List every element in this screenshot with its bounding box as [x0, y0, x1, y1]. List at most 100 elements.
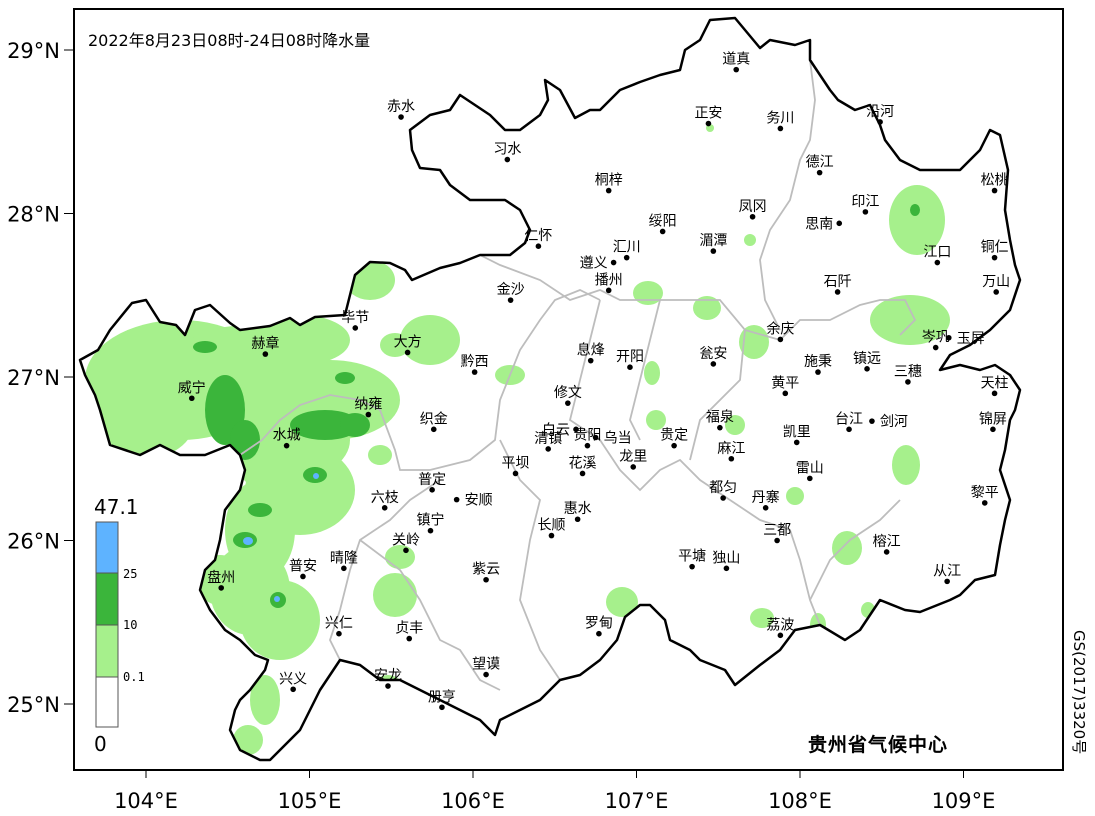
city-28: 黔西	[461, 354, 489, 375]
precipitation-area	[606, 587, 638, 617]
city-label: 毕节	[341, 310, 369, 326]
city-45: 剑河	[869, 414, 908, 430]
city-dot	[689, 563, 695, 570]
city-dot	[352, 325, 359, 331]
city-11: 松桃	[981, 173, 1009, 194]
city-35: 三穗	[894, 364, 922, 385]
city-dot	[283, 442, 290, 449]
city-57: 平坝	[502, 455, 530, 477]
city-label: 惠水	[564, 501, 592, 517]
city-2: 习水	[493, 142, 521, 163]
y-tick-label: 25°N	[7, 693, 60, 717]
city-61: 丹寨	[752, 489, 780, 511]
city-dot	[834, 289, 841, 295]
city-79: 兴仁	[325, 616, 353, 637]
city-label: 安顺	[465, 493, 493, 509]
city-84: 册亨	[428, 688, 456, 711]
precipitation-area	[240, 580, 320, 660]
city-22: 金沙	[497, 282, 525, 303]
city-dot	[944, 578, 950, 585]
city-dot	[429, 487, 435, 493]
city-label: 关岭	[392, 532, 420, 548]
city-label: 平坝	[502, 455, 530, 471]
city-label: 锦屏	[979, 410, 1007, 427]
city-label: 剑河	[880, 414, 908, 430]
city-label: 麻江	[717, 441, 745, 457]
city-54: 雷山	[796, 460, 824, 482]
precipitation-area	[290, 410, 360, 440]
city-label: 万山	[982, 274, 1010, 290]
precipitation-area	[385, 545, 415, 569]
city-label: 六枝	[371, 490, 399, 506]
city-label: 台江	[835, 411, 863, 427]
city-dot	[774, 537, 780, 544]
credit-text: 贵州省气候中心	[808, 733, 948, 756]
legend-break-0.1: 0.1	[123, 670, 145, 684]
city-46: 台江	[835, 411, 863, 433]
city-label: 罗甸	[585, 616, 613, 632]
precipitation-area	[340, 413, 370, 437]
city-41: 织金	[420, 411, 448, 433]
city-68: 关岭	[392, 532, 420, 554]
y-tick-label: 29°N	[7, 39, 60, 63]
city-label: 威宁	[178, 379, 206, 396]
legend-break-25: 25	[123, 567, 137, 581]
city-26: 岑巩	[922, 330, 950, 351]
city-dot	[945, 334, 952, 341]
x-tick-label: 105°E	[278, 789, 342, 813]
city-dot	[777, 336, 784, 343]
city-label: 绥阳	[649, 213, 677, 229]
city-label: 都匀	[709, 480, 737, 496]
city-dot	[610, 259, 617, 266]
city-label: 播州	[595, 272, 623, 288]
city-49: 清镇	[534, 431, 562, 452]
city-dot	[427, 527, 434, 534]
map-title: 2022年8月23日08时-24日08时降水量	[88, 31, 370, 50]
city-81: 望谟	[472, 657, 500, 678]
precipitation-area	[889, 185, 945, 255]
city-dot	[404, 349, 411, 356]
precipitation-area	[739, 325, 769, 359]
city-14: 遵义	[580, 255, 617, 272]
precipitation-area	[400, 315, 460, 365]
city-56: 龙里	[619, 449, 647, 470]
city-label: 三都	[763, 523, 791, 539]
city-dot	[605, 187, 612, 194]
city-label: 独山	[712, 550, 740, 566]
city-dot	[507, 297, 514, 303]
city-label: 余庆	[766, 320, 794, 337]
city-label: 望谟	[472, 657, 500, 673]
city-label: 贞丰	[395, 620, 423, 637]
city-dot	[471, 369, 478, 375]
city-dot	[932, 344, 939, 351]
city-16: 湄潭	[699, 232, 727, 254]
city-label: 岑巩	[922, 330, 950, 346]
city-51: 水城	[273, 428, 301, 449]
legend-swatch-10-25	[95, 572, 119, 626]
county-boundary-line	[809, 499, 901, 601]
city-label: 凯里	[783, 424, 811, 440]
legend-swatch-0-0.1	[95, 676, 119, 728]
x-tick-label: 108°E	[768, 789, 832, 813]
city-label: 仁怀	[524, 228, 552, 244]
city-label: 金沙	[497, 282, 525, 298]
precipitation-area	[832, 531, 862, 565]
city-67: 三都	[763, 523, 791, 544]
city-dot	[846, 426, 852, 433]
precipitation-area	[870, 295, 950, 345]
city-dot	[188, 395, 195, 402]
city-label: 贵定	[660, 428, 688, 444]
city-label: 普定	[418, 472, 446, 488]
x-tick-label: 109°E	[932, 789, 996, 813]
city-dot	[398, 114, 404, 120]
city-label: 平塘	[678, 549, 706, 565]
city-label: 息烽	[577, 342, 605, 359]
city-label: 福泉	[706, 409, 734, 426]
precipitation-area	[892, 445, 920, 485]
city-label: 天柱	[981, 375, 1009, 391]
axis-ticks: 104°E 105°E 106°E 107°E 108°E 109°E 29°N 28°N 27…	[7, 39, 995, 813]
city-dot	[793, 439, 800, 446]
city-dot	[565, 400, 571, 406]
